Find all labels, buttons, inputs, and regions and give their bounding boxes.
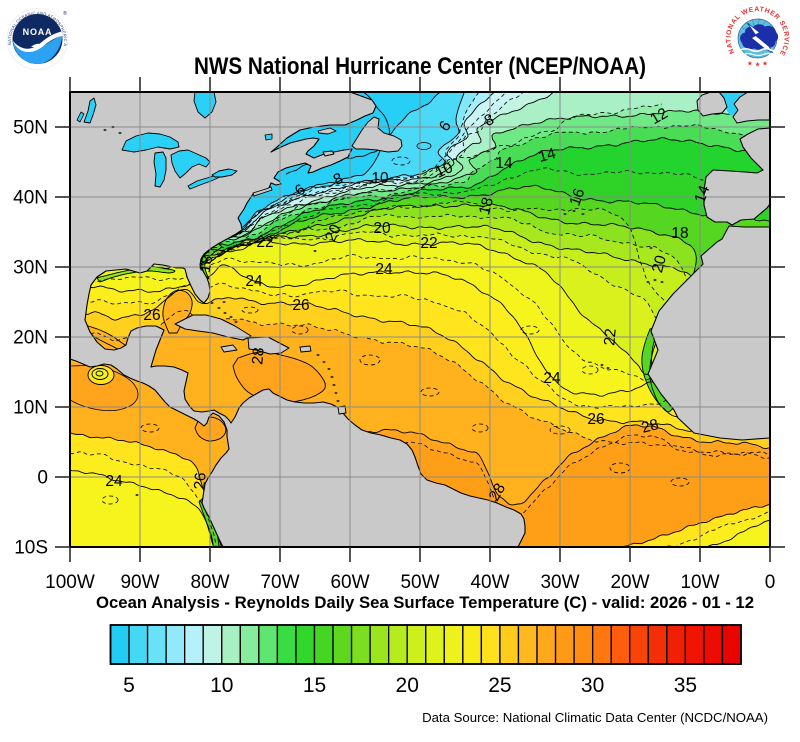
svg-text:14: 14 xyxy=(537,145,558,166)
svg-text:30: 30 xyxy=(581,674,604,697)
svg-text:24: 24 xyxy=(543,370,561,387)
svg-text:NWS National Hurricane Center: NWS National Hurricane Center (NCEP/NOAA… xyxy=(194,53,646,80)
svg-text:28: 28 xyxy=(640,416,661,437)
svg-text:100W: 100W xyxy=(45,572,95,593)
svg-text:28: 28 xyxy=(486,481,509,504)
svg-text:70W: 70W xyxy=(260,572,299,593)
svg-text:®: ® xyxy=(63,10,67,17)
svg-text:40N: 40N xyxy=(13,188,48,209)
svg-text:10S: 10S xyxy=(14,538,48,559)
svg-text:26: 26 xyxy=(143,307,160,324)
svg-text:24: 24 xyxy=(375,261,393,278)
svg-text:10: 10 xyxy=(371,170,389,187)
svg-text:22: 22 xyxy=(256,234,273,251)
svg-text:10: 10 xyxy=(433,159,456,182)
svg-text:15: 15 xyxy=(303,674,326,697)
svg-text:18: 18 xyxy=(671,225,688,242)
svg-text:18: 18 xyxy=(476,196,497,217)
svg-text:30W: 30W xyxy=(540,572,579,593)
svg-text:22: 22 xyxy=(601,328,619,347)
svg-text:26: 26 xyxy=(587,411,604,428)
svg-text:22: 22 xyxy=(420,235,437,252)
svg-text:14: 14 xyxy=(495,155,513,172)
svg-text:80W: 80W xyxy=(190,572,229,593)
svg-text:90W: 90W xyxy=(120,572,159,593)
svg-text:0: 0 xyxy=(765,572,776,593)
svg-text:24: 24 xyxy=(245,273,263,290)
svg-text:28: 28 xyxy=(249,347,267,366)
svg-text:50W: 50W xyxy=(400,572,439,593)
svg-text:★: ★ xyxy=(755,61,761,69)
svg-text:20: 20 xyxy=(322,221,345,244)
svg-text:20: 20 xyxy=(373,220,391,237)
svg-text:60W: 60W xyxy=(330,572,369,593)
svg-text:20N: 20N xyxy=(13,328,48,349)
svg-text:40W: 40W xyxy=(470,572,509,593)
svg-text:50N: 50N xyxy=(13,118,48,139)
svg-text:16: 16 xyxy=(567,186,589,208)
svg-text:26: 26 xyxy=(292,297,309,314)
svg-text:12: 12 xyxy=(648,105,671,128)
svg-text:10: 10 xyxy=(210,674,233,697)
svg-text:★: ★ xyxy=(747,59,753,67)
svg-text:5: 5 xyxy=(123,674,135,697)
svg-text:Ocean Analysis - Reynolds Dail: Ocean Analysis - Reynolds Daily Sea Surf… xyxy=(96,593,754,612)
svg-text:25: 25 xyxy=(488,674,511,697)
svg-text:20W: 20W xyxy=(610,572,649,593)
svg-text:20: 20 xyxy=(649,253,670,274)
svg-text:30N: 30N xyxy=(13,258,48,279)
svg-text:10W: 10W xyxy=(680,572,719,593)
svg-text:10N: 10N xyxy=(13,398,48,419)
svg-text:0: 0 xyxy=(37,468,48,489)
svg-text:26: 26 xyxy=(191,472,209,491)
svg-text:Data Source: National Climatic: Data Source: National Climatic Data Cent… xyxy=(422,710,768,725)
svg-text:24: 24 xyxy=(105,473,123,490)
svg-text:35: 35 xyxy=(674,674,697,697)
svg-text:14: 14 xyxy=(692,183,714,205)
svg-text:★: ★ xyxy=(762,59,768,67)
svg-text:18: 18 xyxy=(197,254,217,274)
svg-text:NOAA: NOAA xyxy=(23,27,53,37)
svg-text:20: 20 xyxy=(396,674,419,697)
